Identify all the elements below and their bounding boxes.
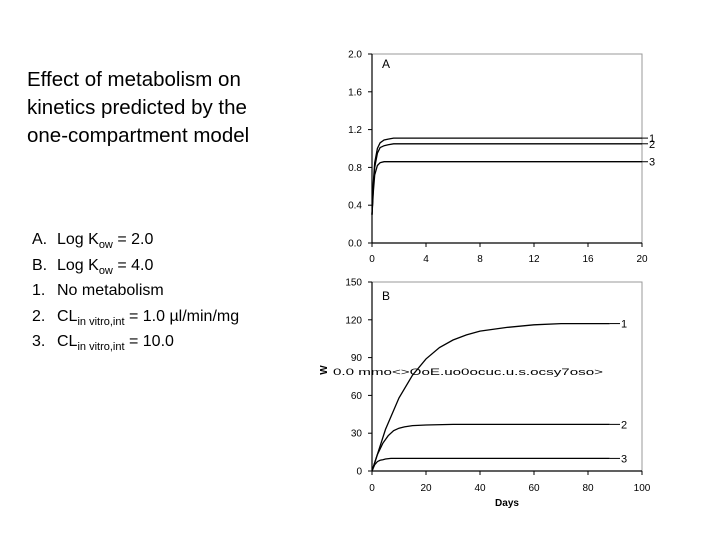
series-line-3 — [371, 161, 642, 215]
legend-item: 1. No metabolism — [32, 279, 239, 305]
x-tick-label: 4 — [423, 254, 429, 265]
slide-title: Effect of metabolism on kinetics predict… — [27, 66, 317, 150]
legend-key: B. — [32, 256, 48, 274]
legend-text: = 4.0 — [112, 256, 154, 274]
y-axis-title: W — [319, 365, 330, 375]
y-tick-label: 2.0 — [348, 50, 362, 61]
legend-key: 1. — [32, 282, 46, 299]
slide-legend: A. Log Kow = 2.0 B. Log Kow = 4.0 1. No … — [32, 228, 239, 356]
legend-text: No metabolism — [57, 282, 164, 299]
x-tick-label: 12 — [528, 254, 540, 265]
legend-subscript: ow — [98, 239, 113, 251]
series-label-3: 3 — [649, 157, 655, 169]
garbled-annotation: 0.0 mmo<>OoE.uo0ocuc.u.s.ocsy7oso> — [333, 367, 603, 377]
legend-item: B. Log Kow = 4.0 — [32, 254, 239, 280]
x-tick-label: 60 — [528, 483, 540, 494]
y-tick-label: 0 — [356, 467, 362, 478]
slide-title-line: one-compartment model — [27, 124, 250, 147]
y-tick-label: 1.6 — [348, 87, 362, 98]
y-tick-label: 150 — [345, 278, 362, 289]
legend-item: 3. CLin vitro,int = 10.0 — [32, 330, 239, 356]
legend-subscript: ow — [98, 264, 113, 277]
legend-key: 3. — [32, 333, 46, 350]
x-tick-label: 0 — [369, 483, 375, 494]
legend-key: A. — [32, 231, 48, 248]
x-axis-title: Days — [495, 498, 519, 509]
series-line-3 — [371, 457, 610, 472]
legend-item: A. Log Kow = 2.0 — [32, 228, 239, 254]
series-line-2 — [371, 423, 610, 472]
series-line-2 — [371, 143, 642, 215]
y-tick-label: 30 — [351, 429, 363, 440]
y-tick-label: 0.0 — [348, 239, 362, 250]
y-tick-label: 60 — [351, 391, 363, 402]
chart-panel-b: 0 30 60 90 120 150 0 20 40 60 80 100 B 1 2 3 Days W 0.0 mm… — [319, 278, 651, 510]
series-label-1: 1 — [649, 133, 655, 145]
legend-key: 2. — [32, 307, 46, 325]
legend-text: = 2.0 — [112, 231, 154, 248]
legend-text: Log K — [57, 231, 99, 248]
panel-letter: B — [382, 289, 390, 303]
x-tick-label: 0 — [369, 254, 375, 265]
series-line-1 — [371, 322, 610, 472]
legend-text: Log K — [57, 256, 99, 274]
chart-panel-a: 0.0 0.4 0.8 1.2 1.6 2.0 0 4 8 12 16 20 A 12 3 — [348, 50, 655, 266]
y-tick-label: 0.8 — [348, 163, 362, 174]
series-label-3: 3 — [621, 453, 627, 465]
x-tick-label: 20 — [420, 483, 432, 494]
series-label-1: 1 — [621, 319, 627, 331]
slide-title-line: kinetics predicted by the — [27, 96, 247, 119]
y-tick-label: 0.4 — [348, 201, 362, 212]
legend-subscript: in vitro,int — [77, 341, 125, 353]
slide-title-line: Effect of metabolism on — [27, 68, 241, 91]
legend-item: 2. CLin vitro,int = 1.0 µl/min/mg — [32, 305, 239, 331]
x-tick-label: 100 — [634, 483, 651, 494]
x-tick-label: 8 — [477, 254, 483, 265]
y-tick-label: 1.2 — [348, 125, 362, 136]
series-label-2: 2 — [621, 419, 627, 431]
y-tick-label: 120 — [345, 315, 362, 326]
legend-text: = 10.0 — [124, 333, 174, 350]
legend-text: CL — [57, 333, 78, 350]
series-label-2: 2 — [649, 139, 655, 151]
x-tick-label: 20 — [636, 254, 648, 265]
x-tick-label: 40 — [474, 483, 486, 494]
legend-text: CL — [57, 307, 78, 325]
x-tick-label: 16 — [582, 254, 594, 265]
legend-text: = 1.0 µl/min/mg — [124, 307, 240, 325]
legend-subscript: in vitro,int — [77, 315, 125, 328]
plot-frame — [371, 53, 643, 244]
y-tick-label: 90 — [351, 353, 363, 364]
panel-letter: A — [382, 57, 390, 71]
x-tick-label: 80 — [582, 483, 594, 494]
series-line-1 — [371, 137, 642, 215]
